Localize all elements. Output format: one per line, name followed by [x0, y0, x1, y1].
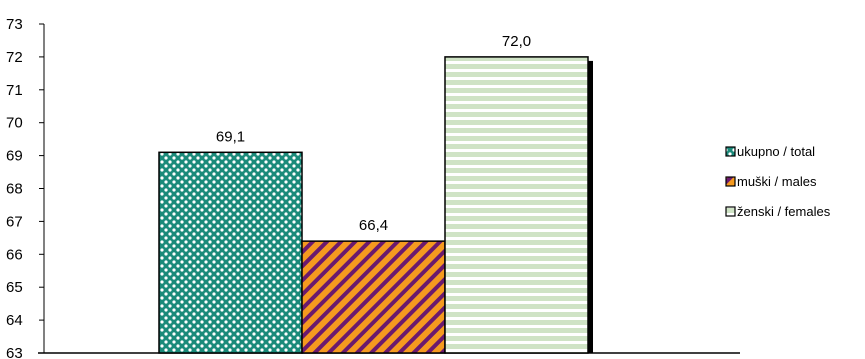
data-label-0: 69,1	[216, 128, 245, 145]
legend-swatch-0	[725, 146, 736, 157]
bar-0	[158, 151, 303, 354]
legend-swatch-1	[725, 176, 736, 187]
y-tick-label: 67	[6, 213, 23, 230]
axes: 63 64 65 66 67 68 69 70 71 72 73	[6, 16, 740, 359]
y-tick-label: 72	[6, 49, 23, 66]
y-tick-label: 68	[6, 181, 23, 198]
bar-1	[301, 240, 446, 354]
y-tick-label: 70	[6, 115, 23, 132]
legend-label-1: muški / males	[737, 174, 817, 189]
bar-2	[444, 56, 589, 354]
data-labels: 69,1 66,4 72,0	[216, 33, 531, 234]
y-tick-label: 71	[6, 82, 23, 99]
data-label-1: 66,4	[359, 217, 388, 234]
y-tick-label: 65	[6, 279, 23, 296]
legend-label-0: ukupno / total	[737, 144, 815, 159]
y-tick-label: 73	[6, 16, 23, 33]
legend-label-2: ženski / females	[737, 204, 831, 219]
data-label-2: 72,0	[502, 33, 531, 50]
legend-swatch-2	[725, 206, 736, 217]
y-tick-label: 64	[6, 312, 23, 329]
y-tick-label: 66	[6, 246, 23, 263]
y-tick-label: 69	[6, 148, 23, 165]
y-tick-label: 63	[6, 345, 23, 359]
bars	[158, 56, 593, 354]
legend: ukupno / total muški / males ženski / fema…	[725, 144, 831, 219]
